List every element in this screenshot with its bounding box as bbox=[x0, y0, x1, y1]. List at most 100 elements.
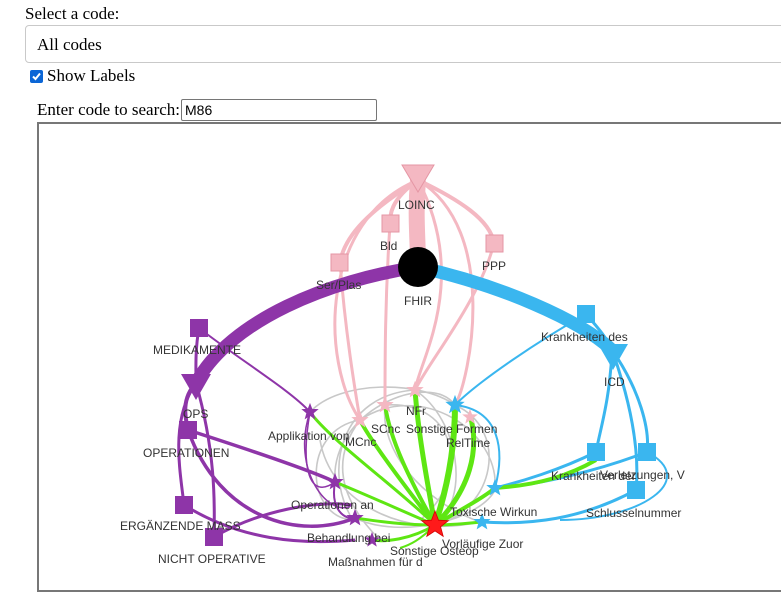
edge bbox=[481, 488, 637, 525]
edge bbox=[412, 389, 438, 526]
label-fhir: FHIR bbox=[404, 294, 432, 308]
label-ppp: PPP bbox=[482, 259, 506, 273]
edge bbox=[454, 313, 587, 406]
erg-node[interactable] bbox=[175, 496, 193, 514]
edge bbox=[190, 260, 419, 387]
star-nodes bbox=[301, 380, 504, 547]
label-krank-des: Krankheiten des bbox=[541, 330, 628, 344]
edge bbox=[334, 480, 436, 527]
label-toxische: Toxische Wirkun bbox=[450, 505, 537, 519]
loinc-node[interactable] bbox=[401, 164, 435, 193]
label-krank-der: Krankheiten der bbox=[551, 469, 636, 483]
edge bbox=[305, 411, 336, 488]
fhir-node[interactable] bbox=[398, 247, 438, 287]
label-icd: ICD bbox=[604, 375, 625, 389]
edge bbox=[194, 382, 216, 538]
label-verletz: Verletzungen, V bbox=[600, 468, 685, 482]
label-behandlung: Behandlung bei bbox=[307, 531, 390, 545]
scnc-star-node[interactable] bbox=[376, 395, 394, 413]
behandlung-star-node[interactable] bbox=[346, 508, 364, 526]
label-erg: ERGÄNZENDE MASS bbox=[120, 519, 241, 533]
edge bbox=[433, 414, 477, 527]
krank-der-node[interactable] bbox=[587, 443, 605, 461]
label-medikamente: MEDIKAMENTE bbox=[153, 343, 241, 357]
toxische-star-node[interactable] bbox=[486, 478, 504, 496]
label-serplas: Ser/Plas bbox=[316, 278, 361, 292]
code-select[interactable]: All codes bbox=[25, 25, 781, 63]
reltime-star-node[interactable] bbox=[462, 408, 478, 424]
edge bbox=[303, 411, 353, 509]
edge bbox=[383, 404, 437, 526]
label-sonstige-formen: Sonstige Formen bbox=[406, 422, 497, 436]
edge bbox=[187, 428, 336, 484]
medikamente-node[interactable] bbox=[190, 319, 208, 337]
label-ops: OPS bbox=[183, 407, 208, 421]
krank-des-node[interactable] bbox=[577, 305, 595, 323]
show-labels-checkbox[interactable] bbox=[30, 69, 43, 83]
edge bbox=[416, 260, 617, 355]
vorlaeufige-star-node[interactable] bbox=[473, 512, 491, 530]
label-applikation: Applikation von bbox=[268, 429, 349, 443]
label-bld: Bld bbox=[380, 239, 397, 253]
icd-node[interactable] bbox=[598, 344, 628, 370]
edge bbox=[432, 404, 458, 526]
mcnc-star-node[interactable] bbox=[351, 410, 369, 428]
label-massnahmen: Maßnahmen für d bbox=[328, 555, 423, 569]
ops-node[interactable] bbox=[181, 374, 211, 400]
label-nfr: NFr bbox=[406, 404, 426, 418]
applikation-star-node[interactable] bbox=[301, 402, 319, 420]
edge bbox=[454, 404, 501, 489]
nicht-node[interactable] bbox=[205, 528, 223, 546]
node-labels: LOINC Bld PPP Ser/Plas FHIR Krankheiten … bbox=[120, 198, 685, 569]
label-schluessel: Schlusselnummer bbox=[586, 506, 681, 520]
label-scnc: SCnc bbox=[371, 422, 400, 436]
edge bbox=[338, 178, 420, 263]
edge bbox=[183, 503, 356, 544]
serplas-node[interactable] bbox=[330, 253, 349, 272]
nfr-star-node[interactable] bbox=[406, 380, 424, 398]
edge bbox=[308, 411, 437, 527]
sonstige-formen-star-node[interactable] bbox=[445, 394, 465, 414]
select-code-label: Select a code: bbox=[25, 4, 120, 23]
show-labels-text: Show Labels bbox=[47, 66, 136, 85]
edge bbox=[417, 178, 475, 406]
search-row: Enter code to search: bbox=[37, 99, 378, 121]
code-search-input[interactable] bbox=[181, 99, 378, 121]
edge bbox=[358, 419, 437, 527]
label-sonstige-osteop: Sonstige Osteop bbox=[390, 544, 479, 558]
edge bbox=[610, 349, 639, 491]
edge bbox=[413, 242, 496, 391]
edge bbox=[213, 502, 353, 539]
label-vorlaeufige: Vorläufige Zuor bbox=[442, 537, 523, 551]
edge bbox=[413, 179, 443, 391]
edge bbox=[494, 458, 597, 490]
edge bbox=[384, 404, 452, 521]
edge bbox=[354, 516, 436, 527]
edge bbox=[309, 386, 456, 413]
edge bbox=[198, 327, 311, 413]
edge bbox=[559, 451, 669, 521]
nodes bbox=[175, 164, 656, 546]
search-label: Enter code to search: bbox=[37, 100, 181, 119]
ppp-node[interactable] bbox=[485, 234, 504, 253]
edge bbox=[338, 389, 416, 516]
label-mcnc: MCnc bbox=[345, 435, 376, 449]
verletz-node[interactable] bbox=[638, 443, 656, 461]
search-hit-star-node[interactable] bbox=[420, 509, 450, 538]
edge bbox=[383, 223, 392, 406]
schluessel-node[interactable] bbox=[627, 481, 645, 499]
massnahmen-star-node[interactable] bbox=[364, 531, 380, 547]
label-nicht: NICHT OPERATIVE bbox=[158, 552, 266, 566]
label-operationen-an: Operationen an bbox=[291, 498, 374, 512]
bld-node[interactable] bbox=[381, 214, 400, 233]
operationen-an-star-node[interactable] bbox=[326, 472, 344, 490]
code-select-value: All codes bbox=[37, 35, 102, 54]
edge bbox=[594, 349, 614, 453]
label-loinc: LOINC bbox=[398, 198, 435, 212]
label-operationen: OPERATIONEN bbox=[143, 446, 229, 460]
operationen-node[interactable] bbox=[179, 421, 197, 439]
label-reltime: RelTime bbox=[446, 436, 491, 450]
show-labels-row: Show Labels bbox=[30, 66, 135, 86]
edge bbox=[341, 419, 381, 541]
